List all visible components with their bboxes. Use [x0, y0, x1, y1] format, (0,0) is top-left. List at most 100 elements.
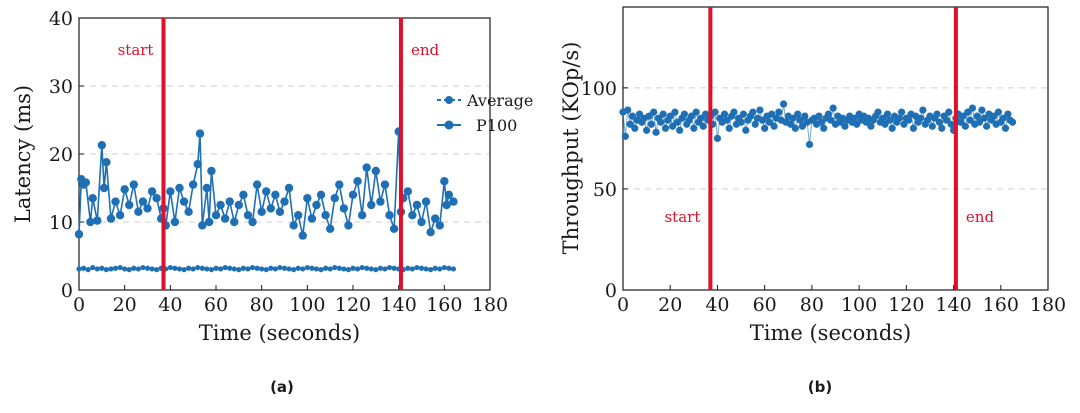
p100-point: [330, 194, 339, 203]
throughput-point: [874, 108, 882, 116]
average-point: [277, 264, 283, 271]
p100-point: [408, 211, 417, 220]
x-tick-label: 140: [935, 294, 971, 316]
p100-point: [339, 204, 349, 213]
p100-point: [284, 183, 294, 193]
throughput-point: [699, 122, 707, 130]
throughput-point: [711, 108, 719, 116]
throughput-point: [621, 132, 629, 140]
average-point: [373, 267, 379, 273]
p100-point: [376, 197, 385, 206]
average-point: [304, 264, 310, 271]
throughput-point: [768, 110, 776, 118]
average-point: [181, 267, 187, 273]
throughput-point: [723, 116, 731, 124]
throughput-point: [661, 124, 670, 132]
throughput-point: [933, 110, 941, 118]
x-tick-label: 100: [841, 294, 877, 316]
average-point: [217, 266, 224, 272]
average-point: [295, 265, 301, 271]
x-tick-label: 120: [888, 294, 924, 316]
average-point: [90, 264, 96, 271]
throughput-point: [1008, 118, 1017, 126]
throughput-point: [624, 106, 632, 114]
p100-point: [335, 180, 344, 189]
p100-point: [138, 197, 148, 206]
throughput-point: [824, 110, 833, 118]
average-point: [405, 265, 411, 271]
throughput-point: [791, 124, 799, 132]
x-tick-label: 0: [617, 294, 629, 316]
end-marker-label: end: [411, 41, 440, 59]
average-point: [341, 266, 347, 272]
x-tick-label: 140: [381, 294, 417, 316]
throughput-point: [817, 118, 825, 126]
average-point: [450, 266, 457, 272]
throughput-point: [635, 110, 644, 118]
average-point: [382, 266, 388, 272]
p100-point: [239, 190, 248, 199]
average-point: [259, 266, 265, 272]
average-point: [286, 266, 292, 272]
average-point: [240, 265, 246, 271]
throughput-point: [770, 122, 778, 130]
p100-point: [442, 200, 451, 210]
throughput-point: [961, 122, 969, 130]
p100-point: [234, 200, 244, 210]
average-point: [126, 267, 132, 273]
p100-point: [152, 194, 161, 203]
x-tick-label: 40: [705, 294, 729, 316]
throughput-point: [879, 114, 887, 122]
average-point: [309, 265, 315, 271]
throughput-point: [713, 134, 722, 142]
p100-point: [403, 187, 412, 196]
throughput-point: [643, 126, 651, 134]
throughput-point: [761, 124, 769, 132]
x-tick-label: 80: [800, 294, 824, 316]
throughput-segment: [624, 110, 629, 137]
throughput-point: [659, 110, 667, 118]
throughput-point: [881, 120, 889, 128]
legend: Average P100: [437, 91, 533, 135]
average-point: [208, 267, 215, 273]
average-point: [423, 266, 429, 272]
throughput-point: [973, 112, 981, 120]
p100-point: [348, 190, 358, 199]
y-tick-label: 30: [49, 76, 73, 98]
latency-chart: 0 20 40 60 80 100 120 140 160 180 0 10 20 30 40 Time (s…: [11, 8, 508, 345]
average-point: [117, 264, 123, 271]
throughput-point: [983, 122, 991, 130]
x-tick-label: 180: [472, 294, 508, 316]
legend-average-marker: [445, 96, 453, 104]
legend-average-label: Average: [466, 91, 533, 110]
throughput-point: [815, 112, 823, 120]
throughput-point: [805, 140, 814, 149]
throughput-point: [994, 108, 1003, 116]
average-point: [140, 264, 146, 271]
average-point: [122, 266, 128, 272]
average-point: [364, 265, 370, 271]
throughput-point: [787, 120, 795, 128]
p100-point: [111, 197, 120, 206]
p100-point: [316, 190, 326, 199]
p100-point: [188, 180, 198, 189]
average-point: [103, 267, 109, 273]
average-point: [131, 265, 137, 271]
throughput-point: [990, 112, 998, 120]
x-tick-label: 0: [73, 294, 85, 316]
average-point: [231, 266, 237, 272]
throughput-segment: [806, 122, 811, 145]
average-point: [336, 265, 342, 271]
p100-point: [248, 217, 257, 227]
p100-point: [179, 197, 189, 206]
x-tick-label: 180: [1030, 294, 1066, 316]
throughput-point: [798, 122, 807, 130]
throughput-point: [687, 112, 696, 120]
average-point: [112, 265, 119, 271]
y-axis-label: Latency (ms): [11, 85, 35, 223]
p100-point: [435, 221, 444, 230]
throughput-point: [853, 120, 861, 128]
average-point: [236, 267, 242, 273]
throughput-point: [796, 116, 804, 124]
x-tick-label: 80: [250, 294, 274, 316]
